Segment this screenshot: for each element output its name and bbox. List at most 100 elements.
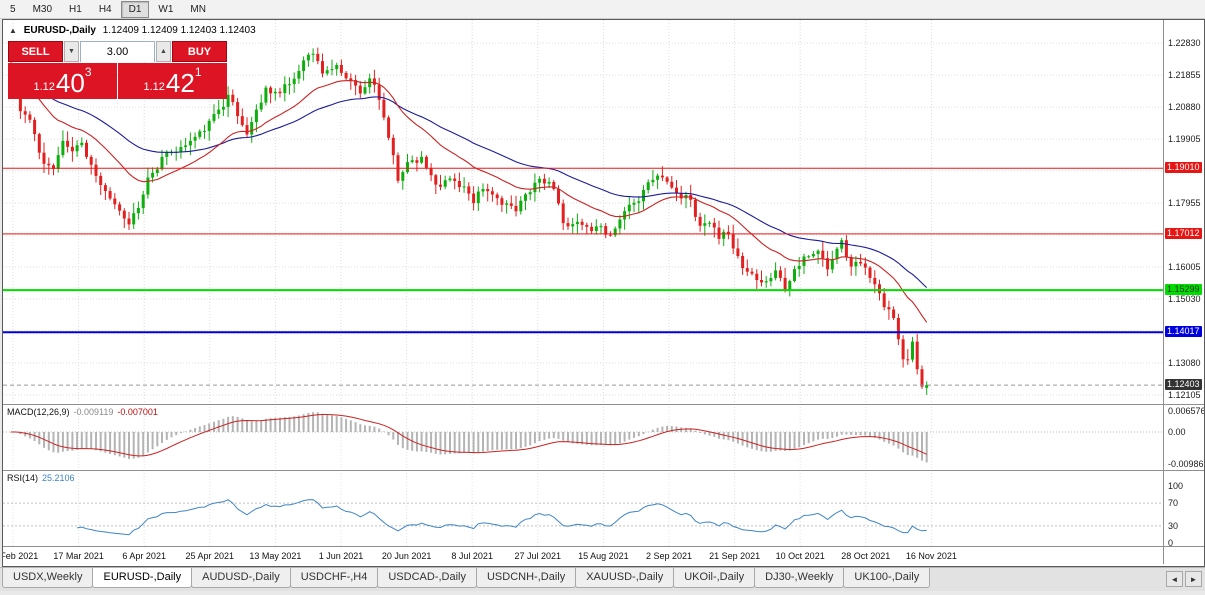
chart-tab-XAUUSD-,Daily[interactable]: XAUUSD-,Daily xyxy=(575,568,675,588)
tabbar-scroll-right-button[interactable]: ► xyxy=(1185,571,1202,587)
price-tag-1.19010: 1.19010 xyxy=(1165,162,1202,173)
volume-input[interactable] xyxy=(81,42,154,62)
chart-tab-USDCAD-,Daily[interactable]: USDCAD-,Daily xyxy=(377,568,477,588)
volume-increase-button[interactable]: ▲ xyxy=(156,41,171,62)
grid-layer xyxy=(3,20,1163,404)
price-axis-label: 1.22830 xyxy=(1168,38,1201,48)
chevron-up-icon: ▲ xyxy=(160,48,167,55)
rsi-value: 25.2106 xyxy=(42,473,75,483)
chart-tab-UKOil-,Daily[interactable]: UKOil-,Daily xyxy=(673,568,756,588)
price-tag-1.14017: 1.14017 xyxy=(1165,326,1202,337)
panel-divider-rsi[interactable] xyxy=(3,470,1204,471)
rsi-grid xyxy=(12,470,932,546)
sell-price-base: 1.12 xyxy=(33,81,55,93)
rsi-name: RSI(14) xyxy=(7,473,39,483)
main-chart-canvas[interactable] xyxy=(3,20,1163,404)
panel-divider-macd[interactable] xyxy=(3,404,1204,405)
buy-price-base: 1.12 xyxy=(143,81,165,93)
date-label: 1 Jun 2021 xyxy=(318,551,364,561)
candles-layer xyxy=(9,47,929,395)
timeframe-toolbar: 5 M30 H1 H4 D1 W1 MN xyxy=(0,0,1205,19)
tabbar-scroll-left-button[interactable]: ◄ xyxy=(1166,571,1183,587)
chart-tab-UK100-,Daily[interactable]: UK100-,Daily xyxy=(843,568,931,588)
rsi-panel-canvas[interactable] xyxy=(3,470,1163,546)
buy-button[interactable]: BUY xyxy=(172,41,227,62)
price-tag-1.15299: 1.15299 xyxy=(1165,284,1202,295)
ma-fast-line xyxy=(10,79,928,323)
current-price-tag: 1.12403 xyxy=(1165,379,1202,390)
buy-price-big-digits: 42 xyxy=(165,68,195,98)
rsi-line xyxy=(77,499,927,536)
date-label: 27 Jul 2021 xyxy=(514,551,562,561)
arrow-right-icon: ► xyxy=(1189,574,1198,584)
rsi-axis-label: 70 xyxy=(1168,498,1179,508)
sell-price-big-digits: 40 xyxy=(55,68,85,98)
price-tag-1.17012: 1.17012 xyxy=(1165,228,1202,239)
macd-signal-value: -0.007001 xyxy=(117,407,158,417)
date-label: 8 Jul 2021 xyxy=(451,551,493,561)
date-label: 25 Apr 2021 xyxy=(185,551,235,561)
chart-tab-USDCHF-,H4[interactable]: USDCHF-,H4 xyxy=(289,568,379,588)
buy-price-pip-digit: 1 xyxy=(194,65,202,79)
price-axis-label: 1.19905 xyxy=(1168,134,1201,144)
date-label: 10 Oct 2021 xyxy=(775,551,825,561)
macd-axis-label: 0.00 xyxy=(1168,427,1186,437)
sell-button[interactable]: SELL xyxy=(8,41,63,62)
price-axis-label: 1.13080 xyxy=(1168,358,1201,368)
chart-title: ▲ EURUSD-,Daily 1.12409 1.12409 1.12403 … xyxy=(9,25,256,36)
date-label: 21 Sep 2021 xyxy=(709,551,761,561)
panel-divider-dates[interactable] xyxy=(3,546,1204,547)
macd-axis-label: 0.006576 xyxy=(1168,406,1205,416)
chart-tab-USDX,Weekly[interactable]: USDX,Weekly xyxy=(2,568,94,588)
date-label: 2 Sep 2021 xyxy=(645,551,693,561)
macd-axis-label: -0.009866 xyxy=(1168,459,1205,469)
price-axis-label: 1.15030 xyxy=(1168,294,1201,304)
chart-ohlc-quotes: 1.12409 1.12409 1.12403 1.12403 xyxy=(102,25,256,36)
trade-panel-collapse-icon[interactable]: ▲ xyxy=(9,26,17,35)
date-label: 15 Aug 2021 xyxy=(578,551,629,561)
macd-indicator-label: MACD(12,26,9) -0.009119 -0.007001 xyxy=(7,407,158,417)
sell-price-pip-digit: 3 xyxy=(84,65,92,79)
rsi-axis-label: 30 xyxy=(1168,521,1179,531)
sell-price-display[interactable]: 1.12 40 3 xyxy=(8,63,117,99)
chart-tab-AUDUSD-,Daily[interactable]: AUDUSD-,Daily xyxy=(191,568,291,588)
price-axis-label: 1.20880 xyxy=(1168,102,1201,112)
chart-window: ▲ EURUSD-,Daily 1.12409 1.12409 1.12403 … xyxy=(2,19,1205,567)
timeframe-button-H1[interactable]: H1 xyxy=(69,3,82,15)
macd-signal-line xyxy=(11,414,927,457)
timeframe-button-D1[interactable]: D1 xyxy=(120,0,150,18)
date-axis[interactable]: 26 Feb 2021 17 Mar 2021 6 Apr 2021 25 Apr 2… xyxy=(3,547,1163,564)
rsi-axis-label: 0 xyxy=(1168,538,1174,548)
arrow-left-icon: ◄ xyxy=(1170,574,1179,584)
chevron-down-icon: ▼ xyxy=(68,48,75,55)
macd-main-value: -0.009119 xyxy=(73,407,114,417)
ma-slow-line xyxy=(10,80,928,288)
rsi-axis-label: 100 xyxy=(1168,481,1184,491)
price-axis[interactable]: 1.22830 1.21855 1.20880 1.19905 1.17955 1.160… xyxy=(1163,20,1205,564)
macd-histogram xyxy=(10,412,928,463)
chart-tab-DJ30-,Weekly[interactable]: DJ30-,Weekly xyxy=(754,568,845,588)
timeframe-button-5[interactable]: 5 xyxy=(10,3,16,15)
date-label: 20 Jun 2021 xyxy=(381,551,432,561)
chart-tab-USDCNH-,Daily[interactable]: USDCNH-,Daily xyxy=(475,568,577,588)
chart-tab-strip: USDX,Weekly EURUSD-,Daily AUDUSD-,Daily USD… xyxy=(2,568,931,588)
price-axis-label: 1.21855 xyxy=(1168,70,1201,80)
macd-name: MACD(12,26,9) xyxy=(7,407,70,417)
chart-tabbar: USDX,Weekly EURUSD-,Daily AUDUSD-,Daily USD… xyxy=(0,567,1205,591)
date-label: 28 Oct 2021 xyxy=(841,551,891,561)
chart-tab-EURUSD-,Daily[interactable]: EURUSD-,Daily xyxy=(92,568,193,588)
date-label: 26 Feb 2021 xyxy=(3,551,39,561)
date-label: 17 Mar 2021 xyxy=(53,551,104,561)
macd-panel-canvas[interactable] xyxy=(3,404,1163,470)
timeframe-button-H4[interactable]: H4 xyxy=(98,3,112,15)
price-axis-label: 1.16005 xyxy=(1168,262,1201,272)
price-axis-label: 1.17955 xyxy=(1168,198,1201,208)
volume-decrease-button[interactable]: ▼ xyxy=(64,41,79,62)
timeframe-button-M30[interactable]: M30 xyxy=(32,3,53,15)
date-label: 13 May 2021 xyxy=(249,551,302,561)
timeframe-button-MN[interactable]: MN xyxy=(190,3,206,15)
timeframe-button-W1[interactable]: W1 xyxy=(158,3,174,15)
buy-price-display[interactable]: 1.12 42 1 xyxy=(118,63,227,99)
chart-symbol-label: EURUSD-,Daily xyxy=(23,25,96,36)
